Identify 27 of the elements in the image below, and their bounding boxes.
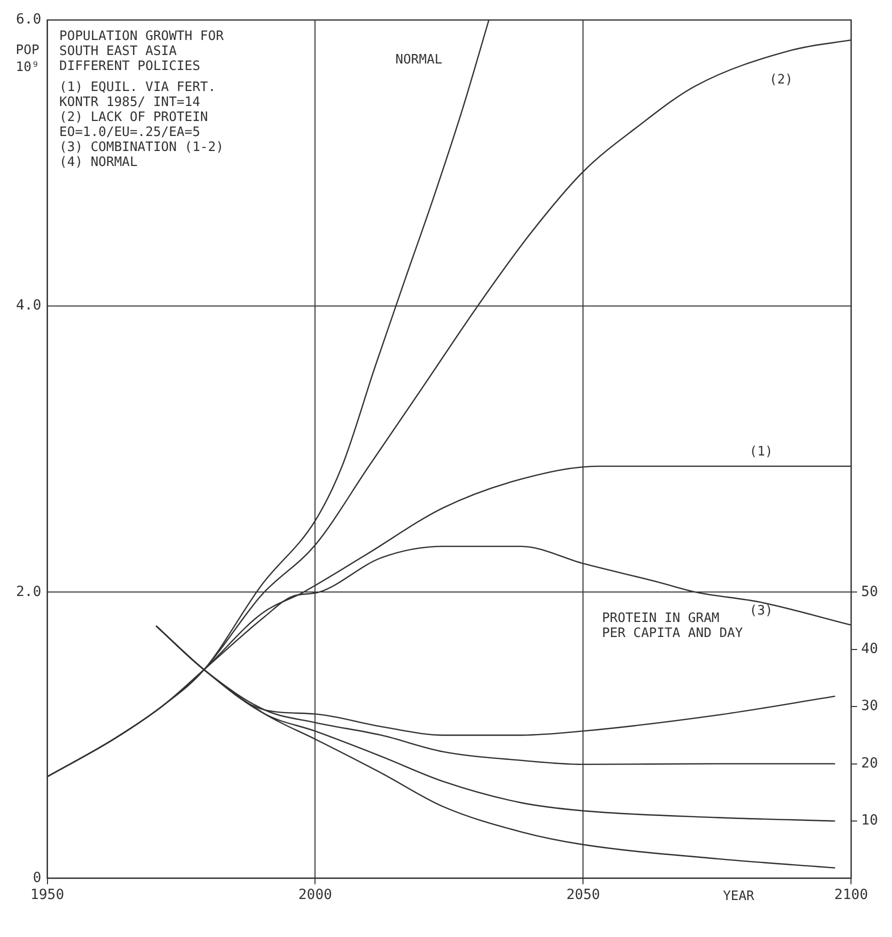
y2-tick-label: 20	[861, 755, 878, 772]
y-axis-title: POP 10⁹	[16, 42, 40, 75]
x-tick-label: 2050	[566, 887, 600, 904]
annotation: (4) NORMAL	[59, 154, 138, 170]
y-tick-label: 0	[32, 870, 42, 886]
x-tick-label: 1950	[30, 887, 64, 904]
y2-axis-title: PROTEIN IN GRAM PER CAPITA AND DAY	[602, 611, 743, 642]
text: NORMAL	[395, 52, 443, 68]
annotation: EO=1.0/EU=.25/EA=5	[59, 124, 200, 140]
annotation: (2) LACK OF PROTEIN	[59, 110, 208, 125]
y-tick-label: 4.0	[16, 298, 42, 314]
x-tick-label: 2100	[834, 887, 868, 904]
x-axis-title: YEAR	[722, 889, 754, 904]
y-tick-label: 6.0	[16, 12, 42, 28]
annotation: KONTR 1985/ INT=14	[59, 94, 200, 110]
annotation: (3) COMBINATION (1-2)	[59, 140, 224, 155]
series-label: (2)	[769, 72, 793, 88]
y2-tick-label: 30	[861, 698, 878, 714]
annotation: (1) EQUIL. VIA FERT.	[59, 80, 216, 95]
y2-tick-label: 40	[861, 640, 878, 657]
x-tick-label: 2000	[298, 887, 332, 904]
text: POPULATION GROWTH FOR SOUTH EAST ASIA DIFFERENT POLICIES	[59, 28, 224, 74]
series-label: (1)	[749, 444, 773, 460]
y-tick-label: 2.0	[16, 584, 42, 600]
series-label: (3)	[749, 603, 773, 618]
y2-tick-label: 10	[861, 812, 878, 829]
y2-tick-label: 50	[861, 584, 878, 600]
